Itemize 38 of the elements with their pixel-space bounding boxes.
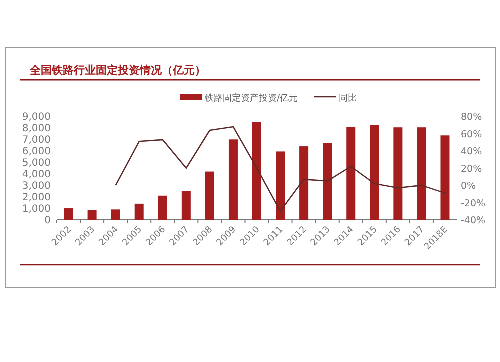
bar: [276, 152, 286, 220]
y2-tick-label: 60%: [461, 129, 482, 140]
chart-title: 全国铁路行业固定投资情况（亿元）: [29, 64, 206, 77]
y2-tick-label: 20%: [461, 164, 482, 175]
bar: [300, 146, 309, 220]
bar: [111, 210, 120, 220]
bar: [346, 127, 356, 220]
y-tick-label: 8,000: [22, 124, 51, 135]
bar: [205, 172, 214, 220]
line-series: [115, 126, 446, 212]
bar: [323, 143, 332, 220]
bar: [370, 125, 380, 220]
bar: [252, 122, 262, 220]
legend-label: 同比: [339, 93, 358, 104]
y-tick-label: 1,000: [22, 204, 51, 216]
bar: [394, 128, 403, 220]
bar: [64, 208, 74, 220]
y-tick-label: 6,000: [22, 146, 51, 158]
y2-tick-label: 80%: [461, 112, 482, 124]
y-tick-label: 2,000: [22, 192, 51, 204]
y2-tick-label: -20%: [461, 198, 486, 210]
bar: [417, 128, 426, 220]
bar: [158, 196, 168, 220]
legend-label: 铁路固定资产投资/亿元: [204, 93, 298, 104]
y2-tick-label: 0%: [461, 181, 476, 192]
y-tick-label: 5,000: [22, 158, 51, 170]
y2-tick-label: -40%: [461, 216, 486, 226]
y2-tick-label: 40%: [461, 146, 482, 158]
bar: [182, 191, 191, 220]
y-tick-label: 4,000: [22, 170, 51, 181]
bar: [440, 136, 450, 220]
bar: [88, 210, 97, 220]
y-tick-label: 9,000: [22, 112, 51, 124]
y-tick-label: 7,000: [22, 135, 51, 146]
y-tick-label: 3,000: [22, 181, 51, 192]
bar: [228, 140, 238, 220]
bar: [134, 204, 144, 220]
y-tick-label: 0: [44, 216, 51, 226]
